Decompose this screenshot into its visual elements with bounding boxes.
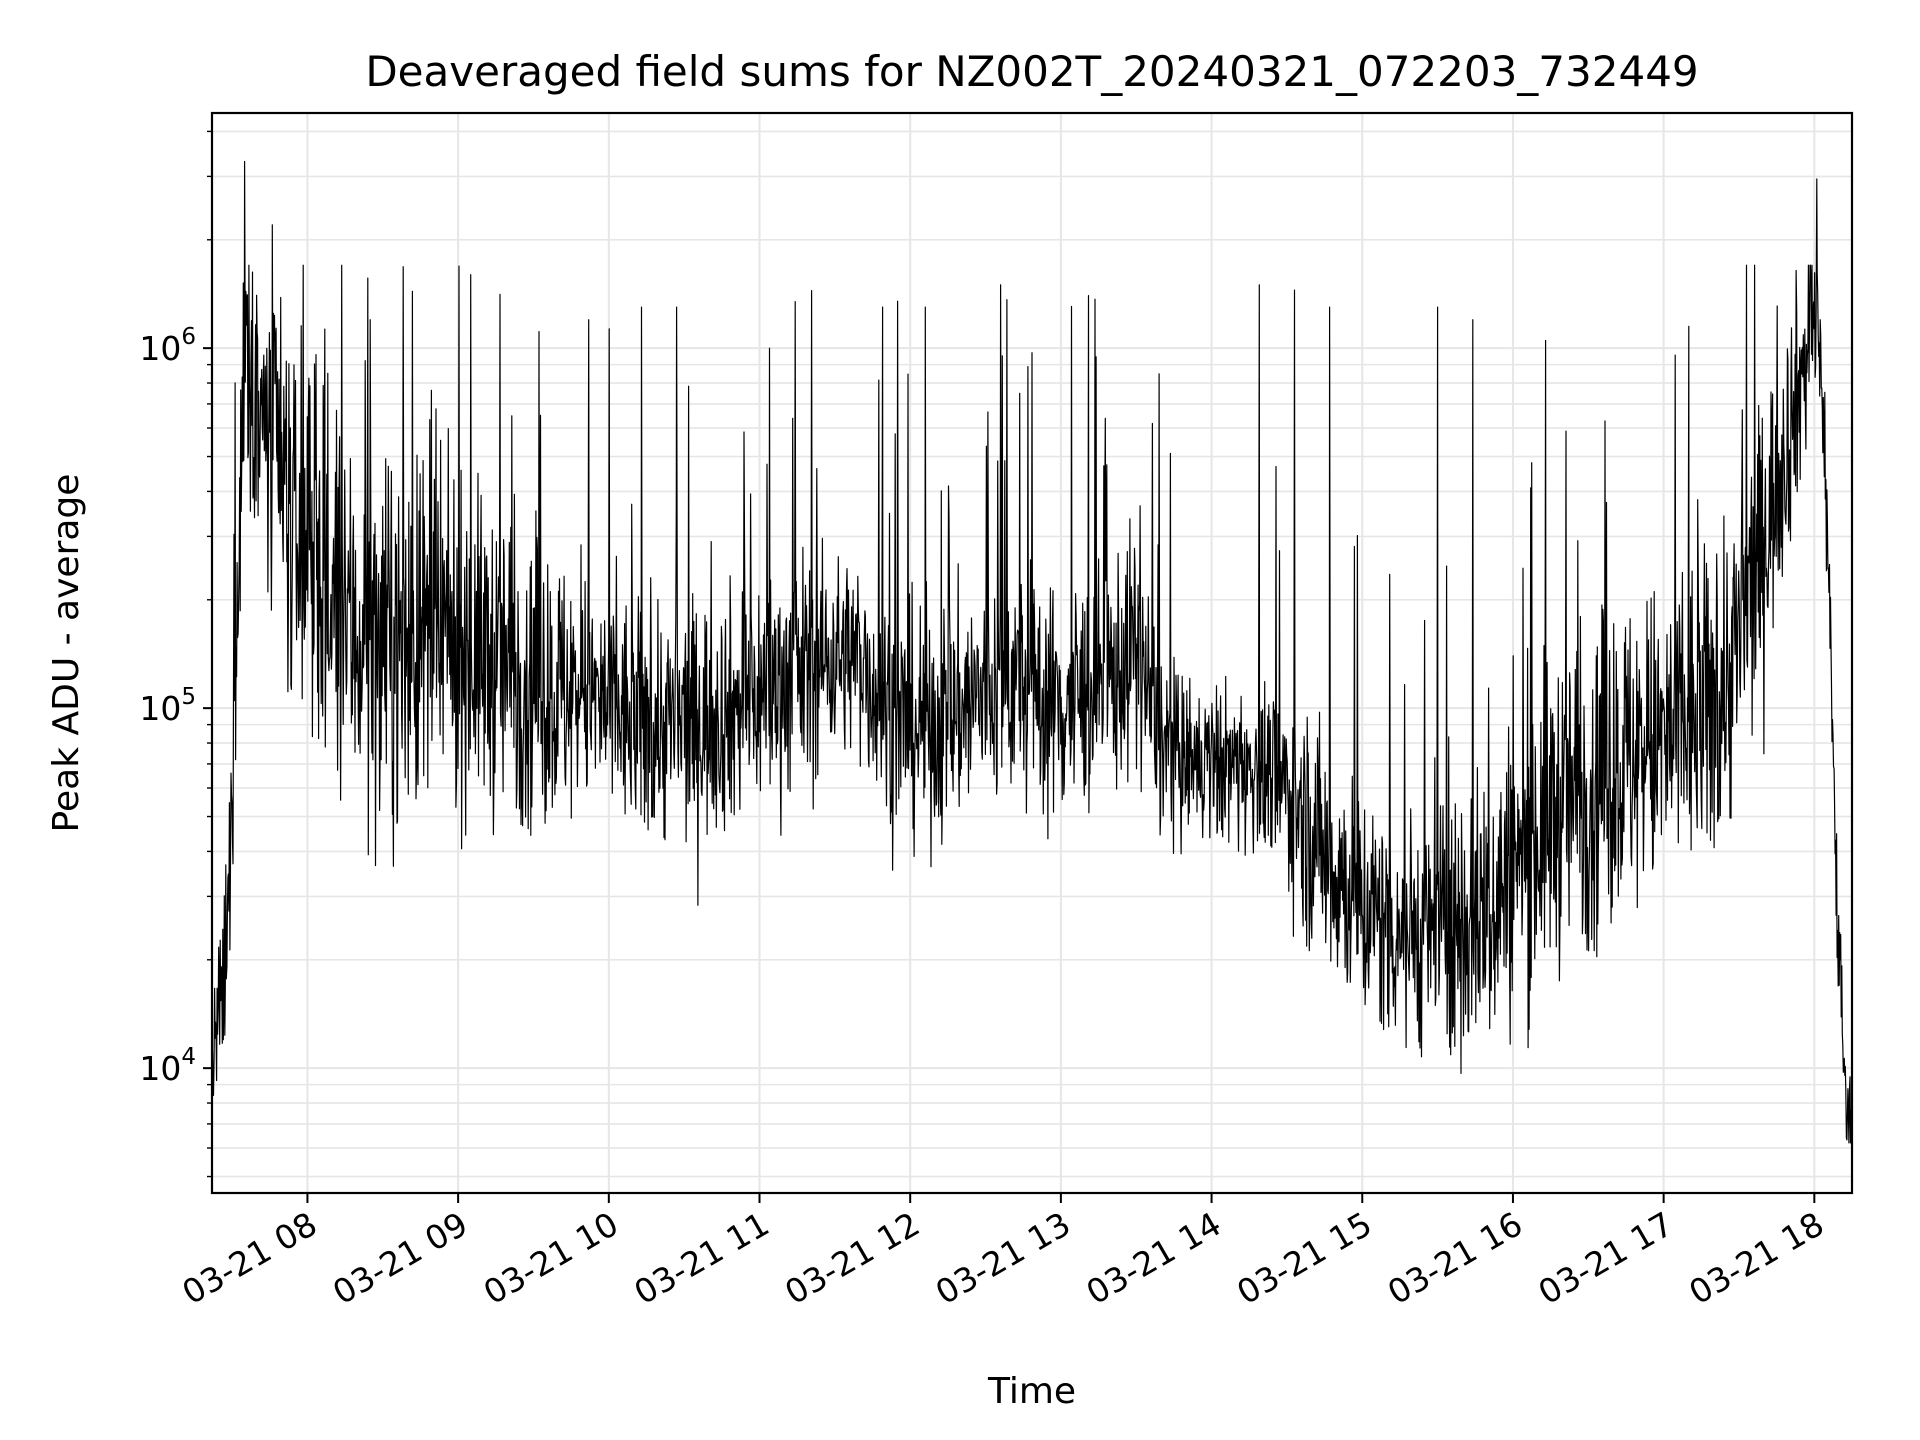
- y-tick-label-base: 10: [139, 689, 181, 728]
- plot-frame: [210, 111, 1854, 1195]
- y-tick-label-base: 10: [139, 329, 181, 368]
- y-tick-label: 106: [139, 324, 196, 368]
- y-tick-label-exponent: 4: [181, 1044, 196, 1070]
- y-tick-label: 105: [139, 684, 196, 728]
- y-tick-label-exponent: 5: [181, 684, 196, 710]
- axis-ticks: [203, 130, 1816, 1203]
- y-axis-label: Peak ADU - average: [46, 474, 87, 833]
- chart-title: Deaveraged field sums for NZ002T_2024032…: [365, 47, 1698, 96]
- y-tick-label: 104: [139, 1044, 196, 1088]
- x-axis-label: Time: [987, 1371, 1076, 1412]
- y-tick-label-base: 10: [139, 1049, 181, 1088]
- series-layer: [211, 160, 1853, 1144]
- y-tick-label-exponent: 6: [181, 324, 196, 350]
- series-line: [211, 160, 1853, 1144]
